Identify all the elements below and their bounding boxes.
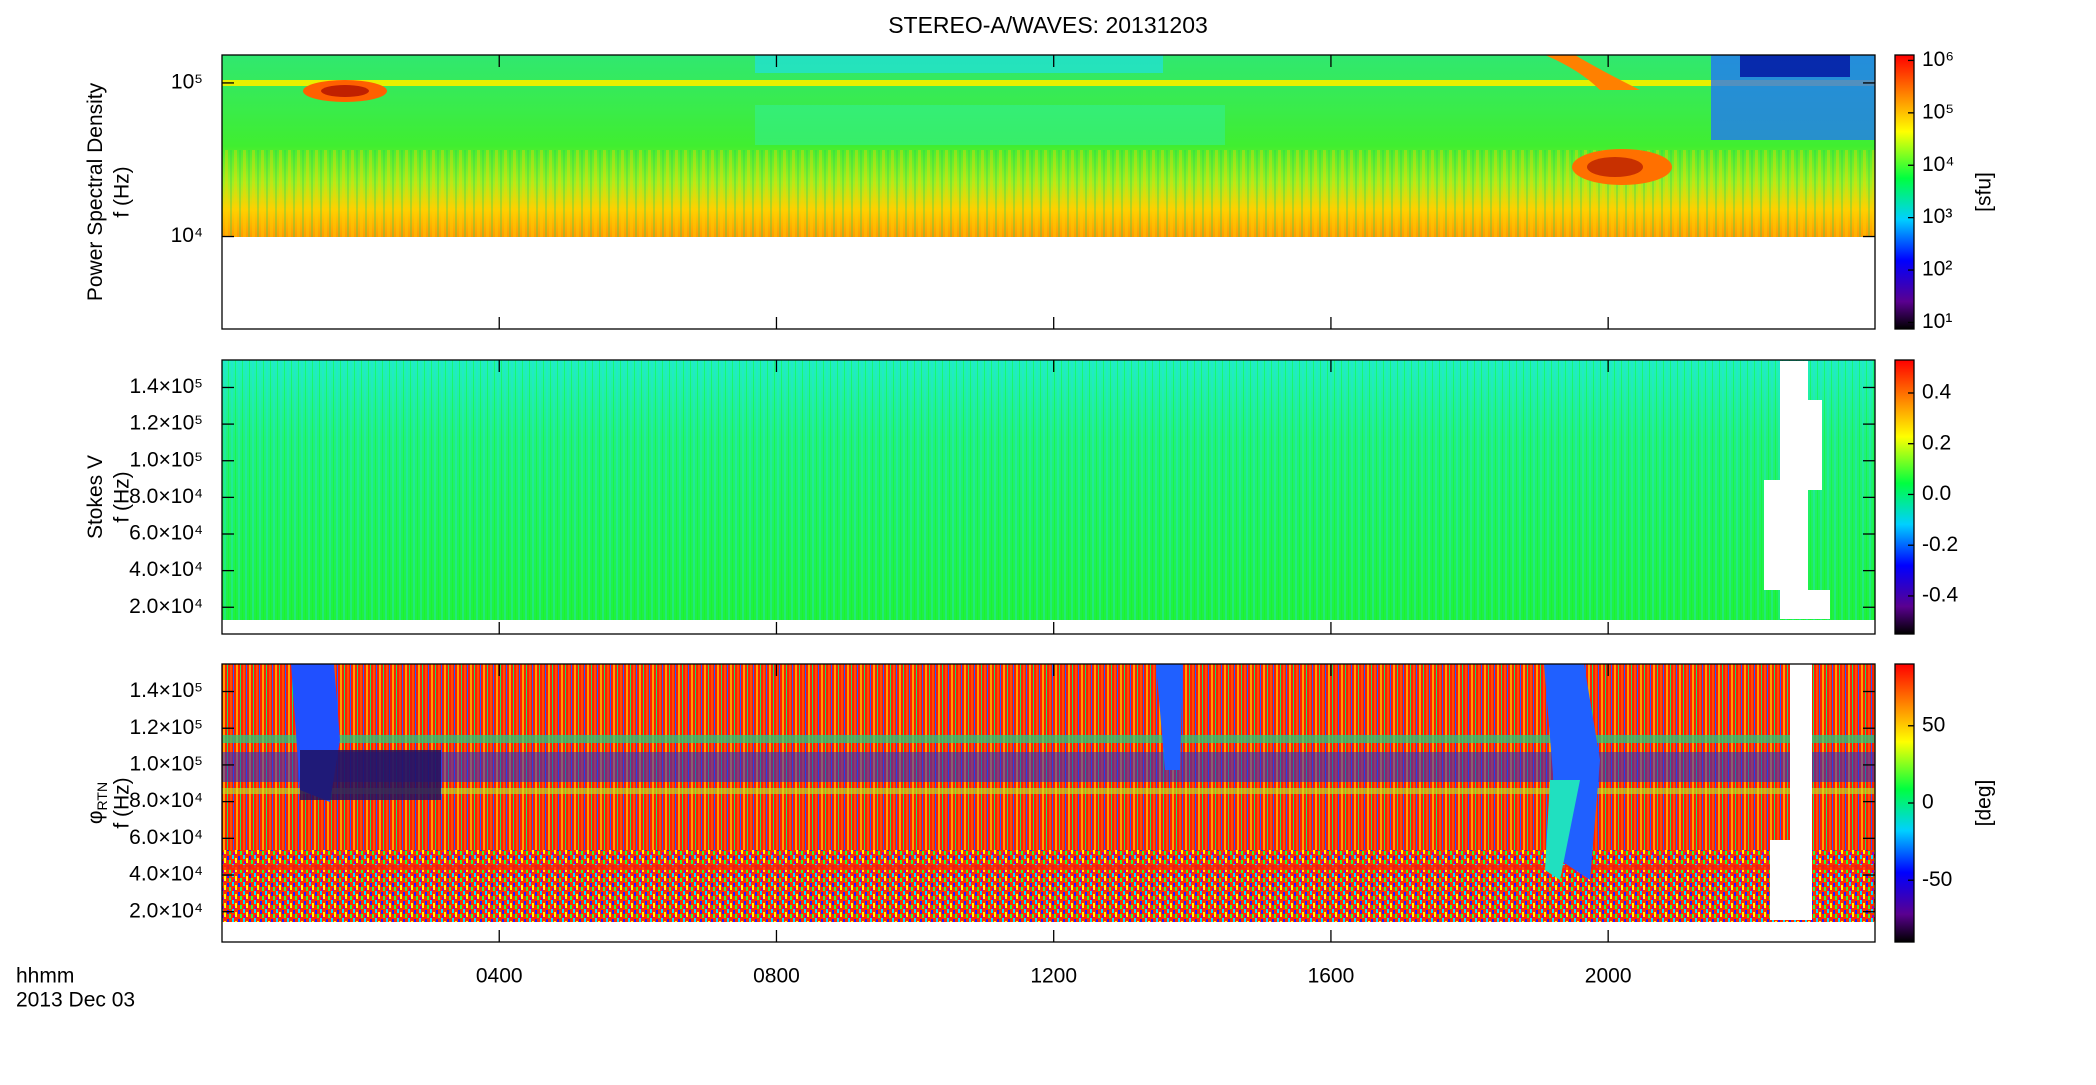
y-axis-label: f (Hz) — [111, 471, 134, 522]
colorbar-tick-label: 10⁶ — [1922, 48, 1954, 71]
y-tick-label: 1.0×10⁵ — [129, 448, 203, 471]
y-tick-label: 1.2×10⁵ — [129, 412, 203, 435]
y-axis-label: φRTN — [84, 782, 110, 824]
colorbar-tick-label: 50 — [1922, 713, 1945, 736]
colorbar-label: [sfu] — [1973, 172, 1996, 212]
y-tick-label: 10⁴ — [171, 224, 203, 247]
plot-frame — [221, 54, 1876, 330]
colorbar-label: [deg] — [1973, 780, 1996, 827]
y-axis-label-text: φ — [84, 810, 107, 824]
y-tick-label: 1.2×10⁵ — [129, 716, 203, 739]
colorbar-tick-label: 10⁴ — [1922, 153, 1954, 176]
colorbar-tick-label: -0.4 — [1922, 583, 1959, 606]
colorbar-frame — [1894, 54, 1915, 330]
y-axis-label-text: Stokes V — [84, 455, 107, 539]
y-axis-label: Power Spectral Density — [84, 82, 107, 301]
y-tick-label: 4.0×10⁴ — [129, 558, 203, 581]
y-tick-label: 1.4×10⁵ — [129, 679, 203, 702]
colorbar-tick-label: 0 — [1922, 791, 1934, 814]
colorbar-tick-label: 0.0 — [1922, 482, 1951, 505]
colorbar-tick-label: -50 — [1922, 868, 1952, 891]
plot-frame — [221, 663, 1876, 943]
y-tick-label: 8.0×10⁴ — [129, 485, 203, 508]
y-axis-label: f (Hz) — [111, 166, 134, 217]
colorbar — [1895, 664, 1914, 942]
colorbar — [1895, 55, 1914, 329]
y-tick-label: 1.0×10⁵ — [129, 752, 203, 775]
x-tick-label: 1200 — [1030, 965, 1077, 988]
x-tick-label: 0400 — [476, 965, 523, 988]
y-tick-label: 10⁵ — [171, 70, 203, 93]
x-tick-label: 1600 — [1308, 965, 1355, 988]
colorbar-tick-label: 0.2 — [1922, 431, 1951, 454]
colorbar-tick-label: 0.4 — [1922, 381, 1952, 404]
date-label: 2013 Dec 03 — [16, 989, 135, 1012]
y-tick-label: 8.0×10⁴ — [129, 789, 203, 812]
x-tick-label: 0800 — [753, 965, 800, 988]
x-tick-label: 2000 — [1585, 965, 1632, 988]
y-tick-label: 2.0×10⁴ — [129, 899, 203, 922]
y-axis-label-text: Power Spectral Density — [84, 82, 107, 301]
colorbar-tick-label: 10² — [1922, 258, 1952, 281]
y-axis-label: f (Hz) — [111, 777, 134, 828]
spectrogram-image — [222, 360, 1875, 620]
colorbar — [1895, 360, 1914, 634]
y-tick-label: 2.0×10⁴ — [129, 595, 203, 618]
y-axis-label: Stokes V — [84, 455, 107, 539]
colorbar-tick-label: -0.2 — [1922, 533, 1958, 556]
spectrogram-image — [222, 664, 1875, 922]
y-tick-label: 6.0×10⁴ — [129, 826, 203, 849]
chart-title: STEREO-A/WAVES: 20131203 — [888, 12, 1208, 38]
y-tick-label: 4.0×10⁴ — [129, 863, 203, 886]
colorbar-tick-label: 10³ — [1922, 205, 1952, 228]
x-axis-label: hhmm — [16, 965, 74, 988]
colorbar-tick-label: 10¹ — [1922, 310, 1952, 333]
spectrogram-image — [222, 55, 1875, 237]
colorbar-frame — [1894, 359, 1915, 635]
y-tick-label: 1.4×10⁵ — [129, 375, 203, 398]
colorbar-tick-label: 10⁵ — [1922, 100, 1954, 123]
y-axis-label-subscript: RTN — [94, 782, 110, 811]
y-tick-label: 6.0×10⁴ — [129, 522, 203, 545]
